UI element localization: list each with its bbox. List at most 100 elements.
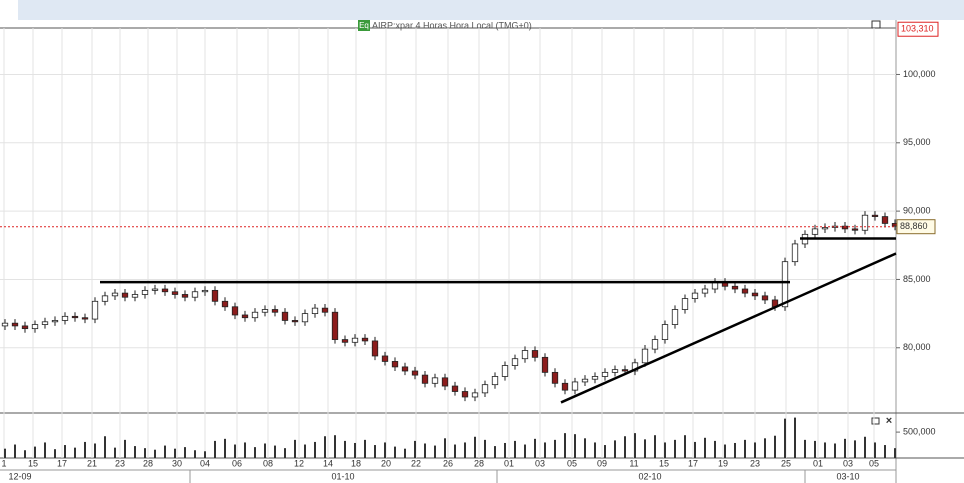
candle-body	[401, 366, 409, 372]
volume-bar	[134, 446, 136, 458]
candle-body	[381, 355, 389, 362]
candle-body	[131, 294, 139, 298]
volume-bar	[444, 438, 446, 458]
candle-body	[81, 317, 89, 320]
candle-body	[21, 325, 29, 330]
volume-bar	[574, 434, 576, 458]
candle-body	[681, 298, 689, 310]
top-price-label: 103,310	[901, 24, 934, 34]
candle-body	[301, 313, 309, 323]
candle-body	[431, 377, 439, 384]
candle-body	[31, 324, 39, 330]
volume-bar	[104, 436, 106, 458]
chart-title[interactable]: AIRP:xpar 4 Horas Hora Local (TMG+0)	[372, 20, 532, 30]
candle-body	[571, 381, 579, 391]
candle-body	[691, 292, 699, 299]
x-tick-label: 06	[232, 458, 242, 468]
candle-body	[521, 350, 529, 360]
x-tick-label: 18	[351, 458, 361, 468]
candle-body	[541, 356, 549, 373]
candle-body	[871, 214, 879, 217]
volume-bar	[214, 440, 216, 458]
y-tick-label: 80,000	[903, 342, 931, 352]
volume-bar	[254, 447, 256, 458]
volume-bar	[794, 417, 796, 458]
candle-body	[231, 306, 239, 316]
volume-bar	[814, 440, 816, 458]
volume-bar	[494, 446, 496, 458]
volume-bar	[754, 442, 756, 458]
volume-bar	[424, 443, 426, 458]
x-tick-label: 30	[172, 458, 182, 468]
volume-bar	[454, 444, 456, 458]
candle-body	[511, 358, 519, 366]
volume-bar	[434, 445, 436, 458]
volume-bar	[334, 435, 336, 458]
volume-bar	[514, 440, 516, 458]
volume-bar	[764, 438, 766, 458]
candle-body	[311, 307, 319, 315]
volume-bar	[364, 439, 366, 458]
candle-body	[851, 228, 859, 231]
volume-bar	[354, 442, 356, 458]
x-tick-label: 25	[781, 458, 791, 468]
volume-bar	[204, 451, 206, 458]
x-tick-label: 22	[411, 458, 421, 468]
candle-body	[11, 322, 19, 327]
volume-bar	[144, 448, 146, 458]
volume-bar	[864, 436, 866, 458]
x-tick-label: 28	[474, 458, 484, 468]
candle-body	[821, 227, 829, 230]
badge-box	[358, 20, 370, 31]
last-price-box	[896, 219, 936, 235]
close-icon[interactable]: ×	[886, 415, 892, 427]
x-tick-label: 28	[143, 458, 153, 468]
candle-body	[451, 385, 459, 392]
candle-body	[661, 324, 669, 340]
candle-body	[631, 362, 639, 372]
candle-body	[191, 291, 199, 298]
candle-body	[241, 314, 249, 319]
volume-bar	[554, 439, 556, 458]
trend-line	[560, 252, 897, 404]
volume-bar	[774, 435, 776, 458]
candle-body	[211, 289, 219, 302]
volume-bar	[264, 443, 266, 458]
corner-box	[0, 0, 18, 38]
candle-body	[181, 294, 189, 298]
candle-body	[91, 300, 99, 320]
volume-bar	[684, 435, 686, 458]
x-tick-label: 17	[688, 458, 698, 468]
candle-body	[481, 384, 489, 394]
volume-bar	[784, 418, 786, 458]
candle-body	[641, 348, 649, 364]
x-tick-label: 04	[200, 458, 210, 468]
volume-bar	[824, 442, 826, 458]
x-tick-label: 05	[567, 458, 577, 468]
volume-bar	[94, 443, 96, 458]
volume-bar	[894, 448, 896, 458]
maximize-icon[interactable]	[871, 417, 880, 425]
x-tick-label: 03	[843, 458, 853, 468]
candle-body	[151, 288, 159, 291]
top-strip	[0, 0, 964, 20]
volume-bar	[414, 440, 416, 458]
candle-body	[61, 315, 69, 321]
volume-bar	[164, 445, 166, 458]
candle-body	[751, 292, 759, 297]
volume-bar	[464, 442, 466, 458]
volume-bar	[634, 433, 636, 458]
candle-body	[111, 292, 119, 297]
candle-body	[201, 289, 209, 293]
maximize-icon[interactable]	[871, 20, 881, 29]
x-tick-label: 20	[381, 458, 391, 468]
volume-bar	[274, 445, 276, 458]
volume-bar	[24, 450, 26, 458]
x-tick-label: 08	[263, 458, 273, 468]
candle-body	[531, 350, 539, 358]
volume-bar	[14, 444, 16, 458]
volume-bar	[384, 442, 386, 458]
candle-body	[41, 321, 49, 325]
volume-bar	[884, 445, 886, 458]
